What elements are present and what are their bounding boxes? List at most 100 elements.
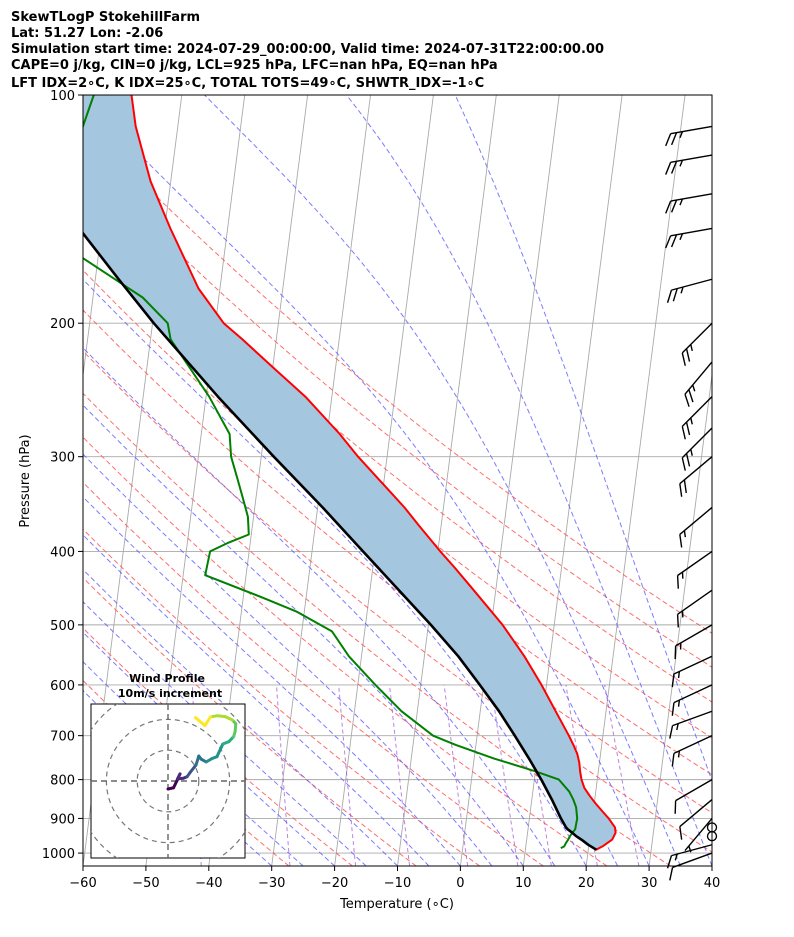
y-tick-label: 600 — [50, 679, 75, 694]
hodograph-segment — [215, 742, 225, 759]
barb-flag — [669, 725, 674, 739]
y-tick-label: 200 — [50, 317, 75, 332]
barb-flag — [677, 750, 681, 758]
wind-barb — [684, 817, 713, 853]
barb-staff — [671, 844, 713, 857]
moist-adiabat — [83, 453, 493, 866]
mixing-ratio-line — [604, 684, 640, 866]
barb-staff — [681, 427, 713, 459]
isotherm-line — [459, 95, 560, 866]
barb-flag — [670, 199, 678, 213]
isotherm-line — [397, 95, 497, 866]
wind-barb — [665, 154, 713, 175]
y-tick-label: 400 — [50, 545, 75, 560]
barb-flag — [679, 233, 684, 241]
wind-barb — [671, 735, 713, 767]
x-tick-label: 40 — [704, 876, 721, 891]
moist-adiabat — [83, 278, 587, 866]
barb-flag — [676, 575, 679, 589]
dry-adiabat — [83, 528, 480, 866]
barb-flag — [690, 449, 693, 456]
barb-staff — [681, 396, 713, 427]
barb-staff — [679, 506, 713, 535]
params-line-2: LFT IDX=2∘C, K IDX=25∘C, TOTAL TOTS=49∘C… — [11, 76, 484, 91]
wind-barb — [681, 322, 713, 366]
barb-staff — [673, 655, 713, 675]
barb-staff — [670, 154, 713, 164]
barb-flag — [665, 235, 672, 249]
y-tick-label: 800 — [50, 774, 75, 789]
moist-adiabat — [83, 496, 461, 866]
barb-flag — [670, 234, 678, 248]
hodograph: Wind Profile 10m/s increment — [90, 672, 246, 859]
barb-staff — [670, 227, 713, 237]
isotherm-line — [711, 862, 712, 866]
wind-barb — [671, 655, 713, 688]
barb-flag — [676, 614, 679, 628]
barb-flag — [671, 702, 675, 716]
moist-adiabat — [204, 95, 681, 866]
wind-barbs — [665, 125, 718, 881]
hodograph-segment — [188, 763, 198, 774]
barb-flag — [674, 853, 678, 861]
x-tick-label: −60 — [69, 876, 96, 891]
moist-adiabat — [83, 347, 556, 866]
barb-flag — [669, 867, 674, 881]
barb-staff — [672, 852, 713, 869]
barb-flag — [683, 479, 687, 494]
x-tick-label: 30 — [641, 876, 658, 891]
wind-barb — [679, 456, 713, 497]
y-tick-label: 500 — [50, 619, 75, 634]
barb-flag — [677, 700, 681, 707]
x-tick-label: 0 — [456, 876, 464, 891]
wind-barb — [679, 799, 713, 840]
barb-flag — [685, 348, 691, 362]
barb-flag — [672, 288, 678, 302]
barb-flag — [671, 753, 675, 767]
params-line-1: CAPE=0 j/kg, CIN=0 j/kg, LCL=925 hPa, LF… — [11, 58, 498, 73]
barb-staff — [677, 550, 713, 577]
dry-adiabat — [83, 392, 671, 866]
barb-flag — [688, 845, 692, 853]
mixing-ratio-line — [389, 684, 411, 866]
barb-flag — [676, 723, 679, 731]
x-tick-label: −40 — [195, 876, 222, 891]
hodograph-title: Wind Profile — [129, 672, 205, 685]
barb-staff — [671, 278, 713, 291]
barb-staff — [677, 589, 713, 615]
isotherm-line — [585, 95, 686, 866]
barb-flag — [666, 289, 673, 303]
barb-flag — [680, 286, 684, 294]
y-axis-label: Pressure (hPa) — [18, 434, 33, 527]
barb-staff — [684, 361, 713, 395]
barb-staff — [672, 710, 713, 727]
wind-barb — [665, 227, 713, 249]
barb-flag — [677, 671, 681, 679]
parcel-profile — [83, 231, 598, 851]
isotherm-line — [334, 95, 434, 866]
barb-flag — [679, 131, 684, 138]
profile-lines — [83, 95, 617, 851]
wind-barb — [679, 506, 713, 548]
y-tick-label: 1000 — [42, 847, 75, 862]
chart-title: SkewTLogP StokehillFarm — [11, 10, 200, 25]
hodograph-segment — [193, 716, 207, 728]
dry-adiabat — [83, 436, 608, 866]
wind-barb — [671, 684, 713, 716]
dry-adiabat — [83, 309, 712, 814]
barb-flag — [681, 426, 686, 440]
hodograph-segment — [203, 715, 213, 728]
y-tick-label: 900 — [50, 812, 75, 827]
moist-adiabat — [346, 95, 712, 866]
moist-adiabat — [454, 95, 712, 783]
mixing-ratio-line — [338, 684, 357, 866]
barb-flag — [685, 421, 691, 436]
barb-flag — [681, 352, 686, 366]
x-tick-label: −20 — [321, 876, 348, 891]
mixing-ratio-line — [490, 684, 519, 866]
y-tick-label: 300 — [50, 451, 75, 466]
y-tick-label: 100 — [50, 89, 75, 104]
x-tick-label: 20 — [578, 876, 595, 891]
